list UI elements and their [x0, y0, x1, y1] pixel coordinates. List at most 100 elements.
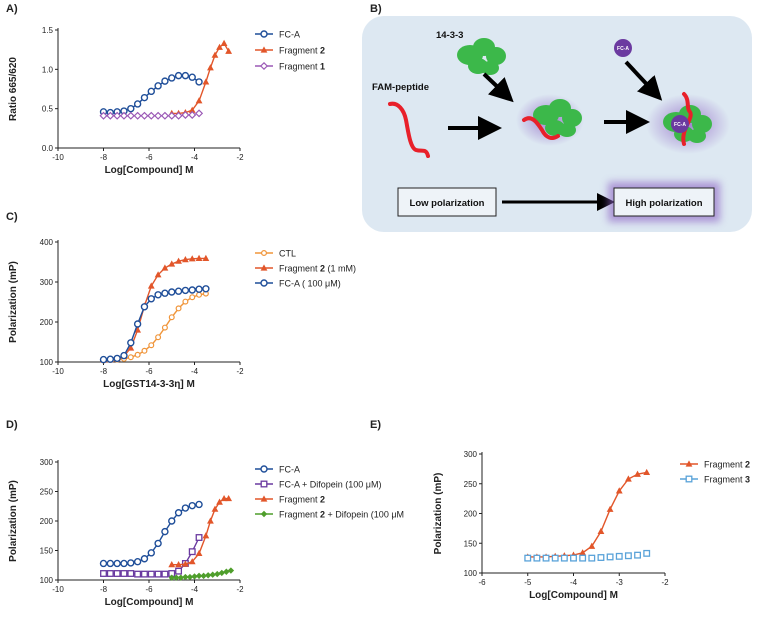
legend-text: Fragment [279, 510, 320, 520]
chart-c-legend-marker [261, 250, 268, 257]
chart-a-series-2-point [113, 111, 122, 120]
chart-d-series-3-point [191, 573, 198, 580]
chart-d-series-3-point [214, 570, 221, 578]
chart-e-legend-marker [685, 460, 693, 467]
chart-a: -10 -8 -6 -4 -2 0.0 0.5 1.0 1.5 Log[Compound] M Ra… [8, 26, 325, 176]
chart-c-series-2-point [106, 355, 115, 363]
chart-a-series-0-point [161, 77, 169, 85]
chart-c-series-0-point [134, 351, 141, 358]
chart-d-series-0-point [120, 559, 128, 568]
chart-a-series-0-point [174, 71, 183, 80]
chart-d-series-0-point [195, 500, 203, 509]
chart-a-xtick-label: -8 [100, 153, 108, 162]
chart-a-series-1-point [202, 78, 210, 85]
chart-a-ytick-label: 0.0 [42, 144, 54, 153]
chart-a-legend-item-1: Fragment 2 [255, 46, 325, 56]
chart-d-series-0-point [147, 549, 155, 557]
chart-a-xtick-label: -6 [145, 153, 153, 162]
legend-text: Fragment [279, 62, 320, 72]
chart-d-ytick-label: 250 [40, 488, 54, 497]
chart-d-series-1-point [154, 570, 162, 578]
chart-d-ytick-label: 300 [40, 458, 54, 467]
chart-d-series-1-point [188, 548, 196, 556]
chart-d-series-3-point [227, 567, 235, 574]
chart-c-series-1-point [147, 282, 155, 289]
chart-d-series-0-point [140, 555, 149, 563]
chart-c-series-1-point [195, 254, 203, 261]
chart-c-legend-marker [260, 279, 268, 287]
chart-c-series-1-fit-line [103, 257, 206, 361]
chart-c-legend-item-2: FC-A ( 100 μM) [255, 279, 341, 289]
chart-c-series-1-point [154, 271, 162, 278]
chart-a-series-2-point [188, 110, 197, 120]
chart-a-series-2-point [126, 111, 135, 120]
chart-d-legend-label: FC-A [279, 465, 300, 475]
chart-c-ytick-label: 400 [40, 238, 54, 247]
chart-d-ytick-label: 150 [40, 547, 54, 556]
chart-e-series-0-fit-line [527, 471, 647, 558]
peptide-icon [388, 101, 430, 158]
chart-e-series-1-point [597, 554, 605, 561]
chart-c-legend-item-0: CTL [255, 249, 296, 259]
chart-d-legend-marker [260, 465, 268, 473]
chart-a-ytick-label: 0.5 [42, 105, 54, 114]
chart-c-legend-label: CTL [279, 249, 296, 259]
chart-e-ytick-label: 100 [464, 569, 478, 578]
chart-a-series-0-point [188, 73, 196, 81]
arrow-protein-down [482, 72, 514, 103]
chart-d-series-2-point [188, 558, 196, 565]
chart-d-series-2-point [202, 532, 210, 539]
chart-e-series-1-point [615, 552, 623, 560]
chart-d-series-1-point [147, 570, 155, 578]
chart-a-legend-marker [259, 61, 269, 71]
chart-d-xtick-label: -4 [191, 585, 199, 594]
chart-d-series-2-point [175, 561, 182, 568]
chart-a-series-2-point [119, 111, 129, 120]
chart-d-series-0-point [113, 559, 121, 568]
chart-a-series-1-point [216, 43, 223, 50]
chart-d-series-3-point [209, 571, 216, 578]
chart-e-series-0-point [606, 505, 614, 512]
chart-c-legend-label: Fragment 2 (1 mM) [279, 264, 356, 274]
chart-d-legend-item-2: Fragment 2 [255, 495, 325, 505]
chart-a-series-1-point [211, 51, 219, 58]
chart-c-ytick-label: 200 [40, 318, 54, 327]
stabilized-complex-icon: FC-A [646, 92, 730, 154]
chart-c-series-0-point [196, 291, 203, 298]
chart-a-series-2-point [195, 109, 204, 118]
chart-e-xtick-label: -2 [661, 578, 669, 587]
chart-a-series-2-point [147, 111, 156, 120]
chart-e-series-0-point [625, 475, 632, 482]
legend-text: FC-A [279, 465, 300, 475]
chart-a-ytick-label: 1.5 [42, 26, 54, 35]
chart-d-series-1-point [120, 570, 128, 577]
chart-a-series-1-point [225, 47, 233, 54]
chart-c-series-2-point [181, 286, 190, 295]
legend-text: FC-A + Difopein (100 μM) [279, 480, 381, 490]
chart-d-series-3-point [168, 574, 175, 581]
chart-d: -10 -8 -6 -4 -2 100 150 200 250 300 Log[Compound] … [8, 458, 404, 608]
chart-c-series-1-point [168, 260, 176, 267]
chart-a-xtick-label: -4 [191, 153, 199, 162]
chart-a-xlabel: Log[Compound] M [105, 165, 194, 176]
chart-c-series-0-point [175, 305, 182, 312]
chart-e-series-1-point [560, 554, 568, 562]
chart-d-series-3-point [223, 568, 230, 575]
chart-d-xtick-label: -8 [100, 585, 108, 594]
chart-d-series-3-point [218, 569, 225, 577]
chart-a-legend-marker [260, 46, 268, 53]
protein-14-3-3-icon [457, 38, 506, 75]
chart-d-series-1-point [175, 567, 183, 575]
chart-e-series-0-point [588, 542, 596, 549]
chart-e-xlabel: Log[Compound] M [529, 590, 618, 601]
chart-d-series-3-point [204, 572, 212, 579]
legend-text-tail: (1 mM) [325, 264, 356, 274]
chart-c-series-2-point [127, 339, 135, 347]
chart-a-xtick-label: -2 [236, 153, 244, 162]
chart-e-series-1-point [533, 554, 541, 562]
chart-d-series-2-point [182, 560, 189, 567]
chart-e-xtick-label: -5 [524, 578, 532, 587]
chart-a-series-2-point [167, 111, 176, 120]
chart-d-xlabel: Log[Compound] M [105, 597, 194, 608]
